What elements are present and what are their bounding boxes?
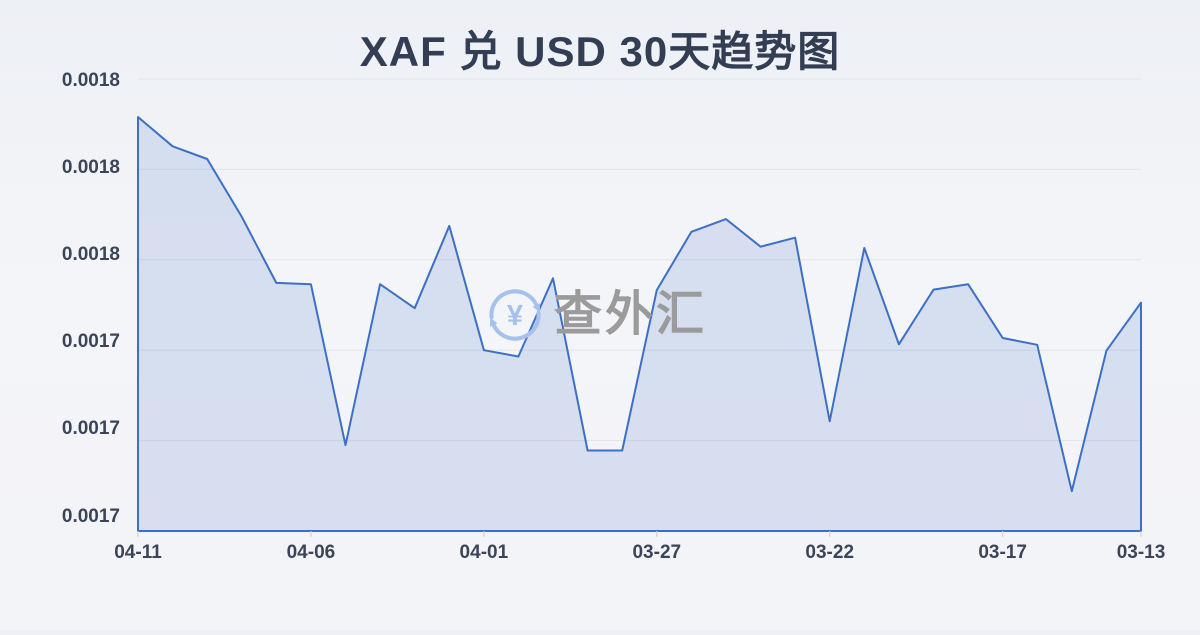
y-axis-label: 0.0017 bbox=[61, 418, 120, 439]
y-axis-label: 0.0017 bbox=[61, 331, 120, 352]
x-axis-label: 04-06 bbox=[286, 542, 336, 563]
x-axis-label: 03-27 bbox=[632, 542, 682, 563]
x-axis-label: 03-13 bbox=[1116, 542, 1166, 563]
x-axis-label: 03-22 bbox=[805, 542, 855, 563]
x-axis-label: 04-11 bbox=[114, 542, 162, 563]
x-axis-label: 03-17 bbox=[978, 542, 1027, 563]
trend-area bbox=[137, 116, 1142, 532]
y-axis-label: 0.0018 bbox=[61, 244, 120, 265]
y-axis-label: 0.0018 bbox=[61, 157, 120, 178]
y-axis-label: 0.0017 bbox=[61, 506, 120, 527]
page-title: XAF 兑 USD 30天趋势图 bbox=[359, 28, 841, 75]
x-axis-label: 04-01 bbox=[459, 542, 509, 563]
y-axis-label: 0.0018 bbox=[61, 70, 120, 91]
